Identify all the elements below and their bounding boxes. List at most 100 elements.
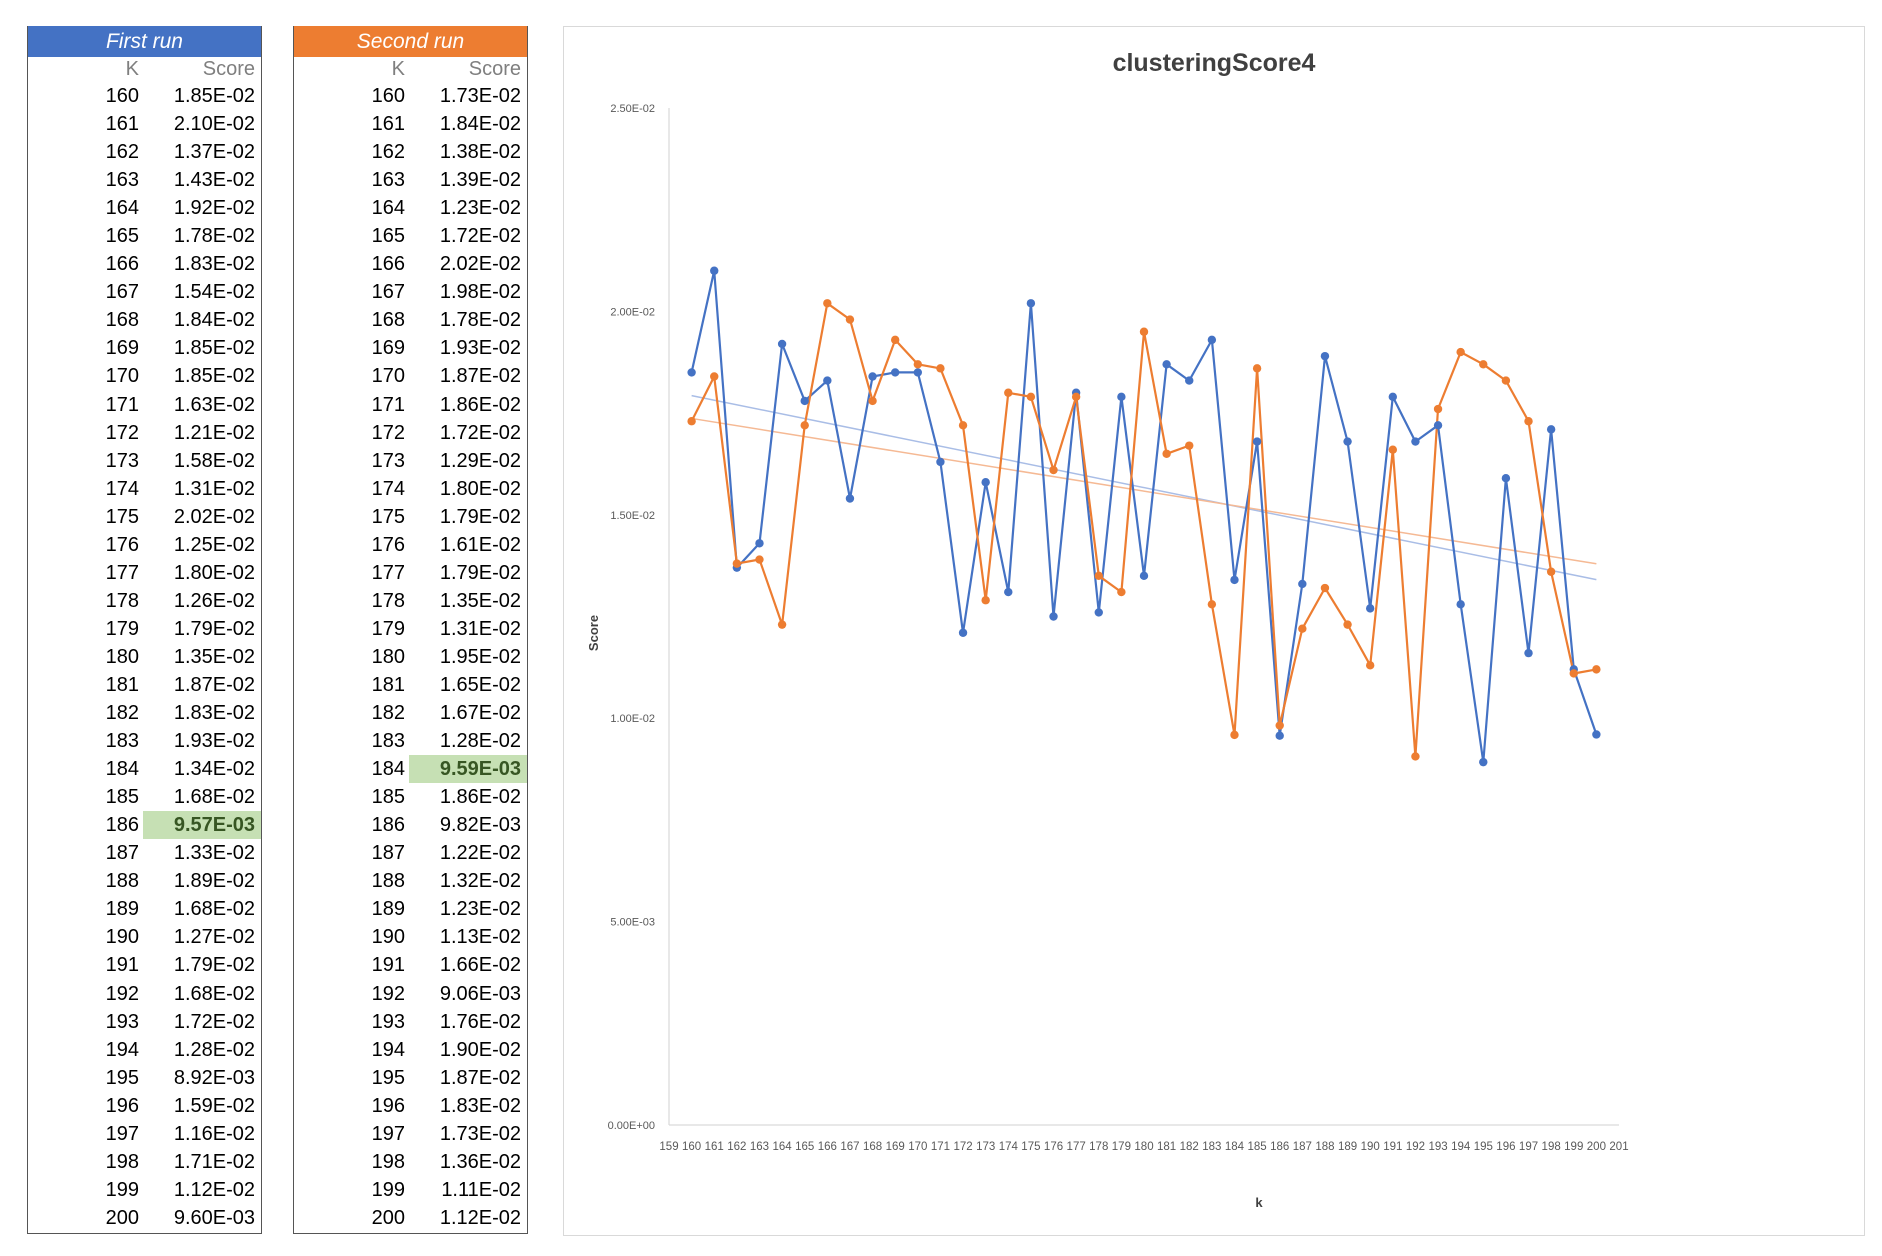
- series-1-point: [1592, 730, 1601, 739]
- score-cell: 1.25E-02: [173, 533, 255, 556]
- score-cell: 1.86E-02: [439, 786, 521, 809]
- x-tick-label: 176: [1044, 1141, 1063, 1153]
- table-row: 183 1.93E-02: [28, 727, 261, 755]
- k-cell: 171: [371, 393, 405, 416]
- score-cell: 1.83E-02: [173, 253, 255, 276]
- table-row: 166 2.02E-02: [294, 250, 527, 278]
- score-cell: 1.85E-02: [173, 365, 255, 388]
- score-cell: 1.83E-02: [173, 702, 255, 725]
- k-cell: 188: [371, 870, 405, 893]
- series-1-point: [1275, 731, 1284, 740]
- k-cell: 173: [371, 449, 405, 472]
- x-tick-label: 201: [1609, 1141, 1628, 1153]
- x-tick-label: 194: [1451, 1141, 1471, 1153]
- series-1-point: [1388, 392, 1398, 402]
- score-cell: 1.61E-02: [439, 533, 521, 556]
- series-2-point: [1071, 392, 1081, 402]
- y-tick-label: 0.00E+00: [608, 1120, 655, 1132]
- table-row: 194 1.90E-02: [294, 1036, 527, 1064]
- y-axis-label: Score: [586, 615, 601, 651]
- x-tick-label: 191: [1383, 1141, 1402, 1153]
- score-cell: 1.27E-02: [173, 926, 255, 949]
- table-row: 197 1.16E-02: [28, 1120, 261, 1148]
- series-2-point: [1185, 441, 1194, 450]
- table-row: 170 1.85E-02: [28, 362, 261, 390]
- table-row: 190 1.13E-02: [294, 923, 527, 951]
- k-cell: 163: [371, 169, 405, 192]
- score-cell: 1.85E-02: [173, 337, 255, 360]
- series-2-point: [1343, 620, 1352, 629]
- table-row: 187 1.22E-02: [294, 839, 527, 867]
- series-1-point: [1524, 648, 1533, 658]
- score-cell: 1.33E-02: [173, 842, 255, 865]
- x-tick-label: 192: [1406, 1141, 1425, 1153]
- score-cell: 9.60E-03: [173, 1206, 255, 1229]
- k-cell: 187: [371, 842, 405, 865]
- x-tick-label: 196: [1496, 1141, 1515, 1153]
- table-row: 160 1.73E-02: [294, 82, 527, 110]
- x-tick-label: 161: [705, 1141, 724, 1153]
- score-cell: 1.43E-02: [173, 169, 255, 192]
- score-cell: 1.73E-02: [439, 1122, 521, 1145]
- k-cell: 196: [371, 1094, 405, 1117]
- k-cell: 188: [105, 870, 139, 893]
- k-cell: 166: [105, 253, 139, 276]
- table-row: 165 1.78E-02: [28, 222, 261, 250]
- score-cell: 1.68E-02: [173, 898, 255, 921]
- score-cell: 1.73E-02: [439, 85, 521, 107]
- x-tick-label: 199: [1564, 1141, 1583, 1153]
- table-row: 196 1.59E-02: [28, 1092, 261, 1120]
- table-row: 181 1.65E-02: [294, 671, 527, 699]
- series-2-point: [981, 596, 990, 605]
- series-1-point: [687, 368, 696, 377]
- score-cell: 1.36E-02: [439, 1150, 521, 1173]
- min-score-cell: 9.59E-03: [409, 755, 527, 784]
- k-cell: 162: [105, 141, 139, 164]
- second-run-table: Second run K Score 160 1.73E-02 161 1.84E-0…: [293, 26, 528, 1234]
- series-2-point: [1094, 571, 1103, 581]
- series-2-point: [1252, 364, 1262, 373]
- series-1-point: [1139, 571, 1149, 581]
- score-cell: 1.11E-02: [441, 1178, 521, 1201]
- k-cell: 198: [105, 1150, 139, 1173]
- k-cell: 161: [371, 113, 405, 136]
- score-cell: 1.63E-02: [173, 393, 255, 416]
- series-2-point: [1117, 587, 1126, 597]
- score-cell: 1.32E-02: [439, 870, 521, 893]
- series-1-point: [1546, 425, 1556, 434]
- table-row: 185 1.86E-02: [294, 783, 527, 811]
- score-cell: 1.72E-02: [439, 225, 521, 248]
- k-cell: 192: [371, 982, 405, 1005]
- score-cell: 1.80E-02: [173, 561, 255, 584]
- score-cell: 1.93E-02: [173, 730, 255, 753]
- table-row: 184 1.34E-02: [28, 755, 261, 783]
- k-cell: 169: [105, 337, 139, 360]
- score-cell: 1.71E-02: [173, 1150, 255, 1173]
- table-row: 197 1.73E-02: [294, 1120, 527, 1148]
- score-cell: 1.84E-02: [439, 113, 521, 136]
- table-row: 178 1.26E-02: [28, 587, 261, 615]
- score-cell: 1.87E-02: [173, 673, 255, 696]
- score-cell: 1.37E-02: [173, 141, 255, 164]
- score-cell: 1.90E-02: [439, 1038, 521, 1061]
- table-row: 188 1.89E-02: [28, 867, 261, 895]
- series-2-point: [755, 555, 764, 564]
- series-1-point: [1479, 757, 1488, 767]
- plot-area: 0.00E+00 5.00E-03 1.00E-02 1.50E-02 2.00E-02…: [608, 103, 1629, 1153]
- first-run-rows: 160 1.85E-02 161 2.10E-02 162 1.37E-02 163 1.43…: [28, 82, 261, 1232]
- k-cell: 199: [371, 1178, 405, 1201]
- series-1-point: [710, 266, 719, 275]
- series-2-point: [1004, 388, 1013, 397]
- k-column-header: K: [391, 58, 405, 80]
- score-cell: 1.67E-02: [439, 702, 521, 725]
- score-cell: 1.80E-02: [439, 477, 521, 500]
- k-cell: 176: [105, 533, 139, 556]
- table-row: 173 1.29E-02: [294, 447, 527, 475]
- x-tick-label: 189: [1338, 1141, 1357, 1153]
- k-cell: 160: [371, 85, 405, 107]
- table-row: 191 1.79E-02: [28, 951, 261, 979]
- table-row: 177 1.80E-02: [28, 559, 261, 587]
- x-tick-label: 172: [953, 1141, 972, 1153]
- series-2-point: [1546, 567, 1556, 576]
- score-cell: 1.21E-02: [173, 421, 255, 444]
